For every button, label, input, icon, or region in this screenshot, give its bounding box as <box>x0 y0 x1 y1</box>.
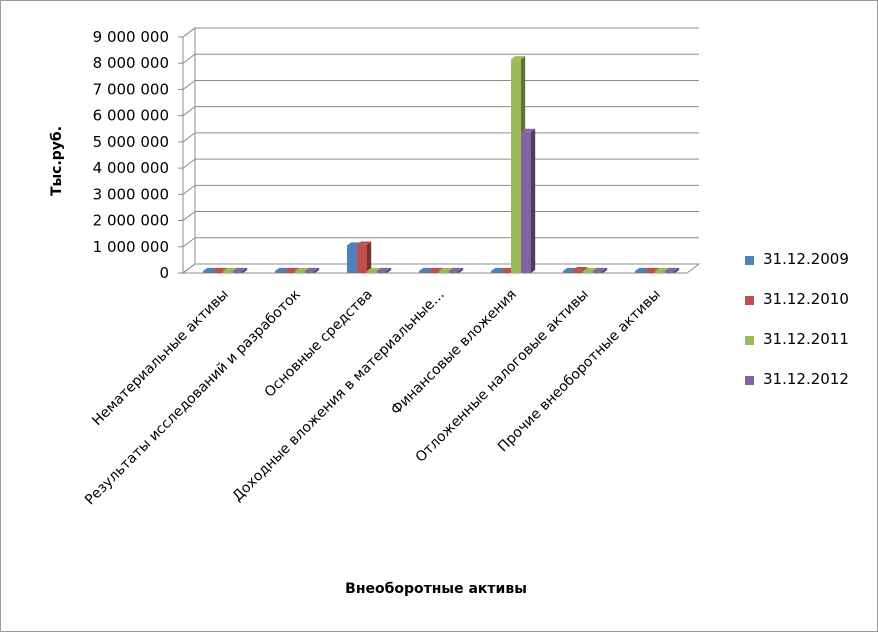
bar <box>635 271 645 273</box>
bar-side <box>459 267 464 273</box>
bar <box>521 131 531 273</box>
bar <box>305 271 315 273</box>
bar-top <box>275 267 290 271</box>
bar-top <box>511 56 526 60</box>
bar-top <box>593 267 608 271</box>
bar-side <box>603 267 608 273</box>
bar-top <box>429 267 444 271</box>
bar-side <box>675 267 680 273</box>
bar <box>285 271 295 273</box>
legend-label: 31.12.2011 <box>763 330 849 348</box>
gridline <box>182 79 699 90</box>
bar <box>491 271 501 273</box>
bar <box>295 271 305 273</box>
bar-side <box>243 267 248 273</box>
x-tick-label: Прочие внеоборотные активы <box>495 287 664 456</box>
bar-top <box>491 267 506 271</box>
y-tick-label: 9 000 000 <box>93 28 169 46</box>
bar-top <box>635 267 650 271</box>
bar-side <box>531 128 536 273</box>
bar-side <box>367 241 372 273</box>
bar-top <box>645 267 660 271</box>
bar-top <box>419 267 434 271</box>
gridline <box>182 132 699 143</box>
bar <box>203 271 213 273</box>
bar-top <box>213 267 228 271</box>
bar-top <box>449 267 464 271</box>
gridline <box>182 158 699 169</box>
bar-top <box>233 267 248 271</box>
bar <box>367 271 377 273</box>
bar-side <box>315 267 320 273</box>
bar-top <box>223 267 238 271</box>
legend-swatch <box>745 296 754 305</box>
y-tick-label: 7 000 000 <box>93 80 169 98</box>
bar <box>223 271 233 273</box>
bar <box>347 245 357 273</box>
bar-top <box>377 267 392 271</box>
bar <box>213 271 223 273</box>
bar-top <box>285 267 300 271</box>
bar-top <box>357 241 372 245</box>
bar <box>419 271 429 273</box>
bar <box>429 271 439 273</box>
gridline <box>182 211 699 221</box>
legend-label: 31.12.2012 <box>763 370 849 388</box>
y-tick-label: 6 000 000 <box>93 107 169 125</box>
y-tick-label: 0 <box>159 264 169 282</box>
y-axis-label: Тыс.руб. <box>49 125 65 197</box>
legend-swatch <box>745 336 754 345</box>
bar-top <box>665 267 680 271</box>
bar <box>439 271 449 273</box>
bar <box>583 271 593 273</box>
bar-top <box>203 267 218 271</box>
legend-swatch <box>745 376 754 385</box>
gridline <box>182 106 699 117</box>
x-tick-label: Нематериальные активы <box>89 287 232 430</box>
bar <box>563 271 573 273</box>
legend-label: 31.12.2009 <box>763 250 849 268</box>
bar-top <box>295 267 310 271</box>
y-tick-label: 1 000 000 <box>93 238 169 256</box>
y-tick-label: 3 000 000 <box>93 185 169 203</box>
y-tick-label: 8 000 000 <box>93 54 169 72</box>
y-tick-label: 2 000 000 <box>93 212 169 230</box>
bar-top <box>305 267 320 271</box>
bar <box>511 59 521 274</box>
bar-top <box>655 267 670 271</box>
bar <box>233 271 243 273</box>
bar <box>501 271 511 273</box>
bar-top <box>573 266 588 271</box>
y-tick-label: 4 000 000 <box>93 159 169 177</box>
side-wall <box>182 27 196 274</box>
bar-top <box>521 128 536 132</box>
bar <box>275 271 285 273</box>
bar-top <box>583 267 598 271</box>
bar <box>357 244 367 273</box>
legend-swatch <box>745 256 754 265</box>
x-axis-label: Внеоборотные активы <box>345 581 527 597</box>
y-tick-label: 5 000 000 <box>93 133 169 151</box>
bar <box>449 271 459 273</box>
bar-top <box>367 267 382 271</box>
x-tick-label: Финансовые вложения <box>388 287 520 419</box>
gridline <box>182 53 699 64</box>
bar <box>377 271 387 273</box>
bar-side <box>387 267 392 273</box>
bar <box>573 270 583 273</box>
bar <box>655 271 665 273</box>
bar <box>665 271 675 273</box>
legend-label: 31.12.2010 <box>763 290 849 308</box>
gridline <box>182 237 699 248</box>
bar <box>645 271 655 273</box>
bar-top <box>439 267 454 271</box>
gridline <box>182 184 699 195</box>
gridline <box>182 27 699 38</box>
bar <box>593 271 603 273</box>
